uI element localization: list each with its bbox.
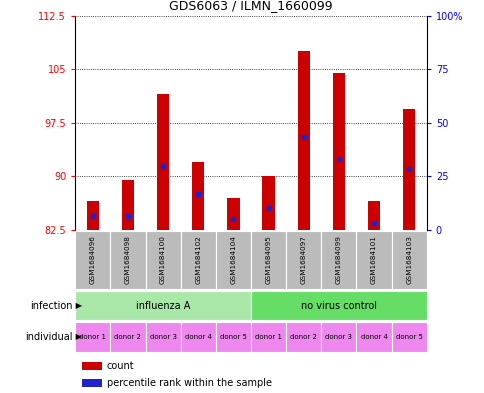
Bar [356, 322, 391, 352]
Bar [215, 322, 251, 352]
Text: ▶: ▶ [73, 301, 82, 310]
Bar [192, 162, 204, 230]
Bar [286, 322, 320, 352]
Text: donor 4: donor 4 [360, 334, 387, 340]
Bar [262, 176, 274, 230]
Text: donor 4: donor 4 [184, 334, 211, 340]
Bar [251, 231, 286, 289]
Bar [215, 231, 251, 289]
Bar [145, 231, 180, 289]
Bar [157, 94, 169, 230]
Bar [356, 231, 391, 289]
Text: donor 3: donor 3 [325, 334, 352, 340]
Text: GSM1684099: GSM1684099 [335, 235, 341, 284]
Bar [180, 231, 215, 289]
Text: GSM1684101: GSM1684101 [370, 235, 376, 284]
Text: donor 2: donor 2 [114, 334, 141, 340]
Title: GDS6063 / ILMN_1660099: GDS6063 / ILMN_1660099 [169, 0, 332, 12]
Text: GSM1684102: GSM1684102 [195, 235, 201, 284]
Text: no virus control: no virus control [300, 301, 376, 310]
Bar [75, 322, 110, 352]
Bar [332, 73, 344, 230]
Bar [251, 322, 286, 352]
Bar [320, 231, 356, 289]
Bar [75, 291, 251, 320]
Bar [121, 180, 134, 230]
Text: GSM1684100: GSM1684100 [160, 235, 166, 284]
Bar [391, 231, 426, 289]
Text: individual: individual [25, 332, 73, 342]
Bar [87, 201, 99, 230]
Bar [320, 322, 356, 352]
Text: GSM1684103: GSM1684103 [406, 235, 411, 284]
Bar [110, 322, 145, 352]
Bar [402, 108, 414, 230]
Text: GSM1684095: GSM1684095 [265, 235, 271, 284]
Bar [251, 291, 426, 320]
Text: GSM1684096: GSM1684096 [90, 235, 95, 284]
Bar [82, 362, 101, 370]
Text: donor 1: donor 1 [79, 334, 106, 340]
Bar [110, 231, 145, 289]
Text: GSM1684097: GSM1684097 [300, 235, 306, 284]
Text: GSM1684104: GSM1684104 [230, 235, 236, 284]
Bar [286, 231, 320, 289]
Text: influenza A: influenza A [136, 301, 190, 310]
Bar [297, 51, 309, 230]
Text: infection: infection [30, 301, 73, 310]
Bar [180, 322, 215, 352]
Text: percentile rank within the sample: percentile rank within the sample [106, 378, 271, 388]
Text: donor 1: donor 1 [255, 334, 282, 340]
Bar [227, 198, 239, 230]
Text: donor 5: donor 5 [220, 334, 246, 340]
Text: donor 2: donor 2 [290, 334, 317, 340]
Text: donor 5: donor 5 [395, 334, 422, 340]
Bar [75, 231, 110, 289]
Bar [82, 379, 101, 387]
Bar [391, 322, 426, 352]
Text: GSM1684098: GSM1684098 [125, 235, 131, 284]
Bar [367, 201, 379, 230]
Text: donor 3: donor 3 [149, 334, 176, 340]
Bar [145, 322, 180, 352]
Text: ▶: ▶ [73, 332, 82, 342]
Text: count: count [106, 361, 134, 371]
